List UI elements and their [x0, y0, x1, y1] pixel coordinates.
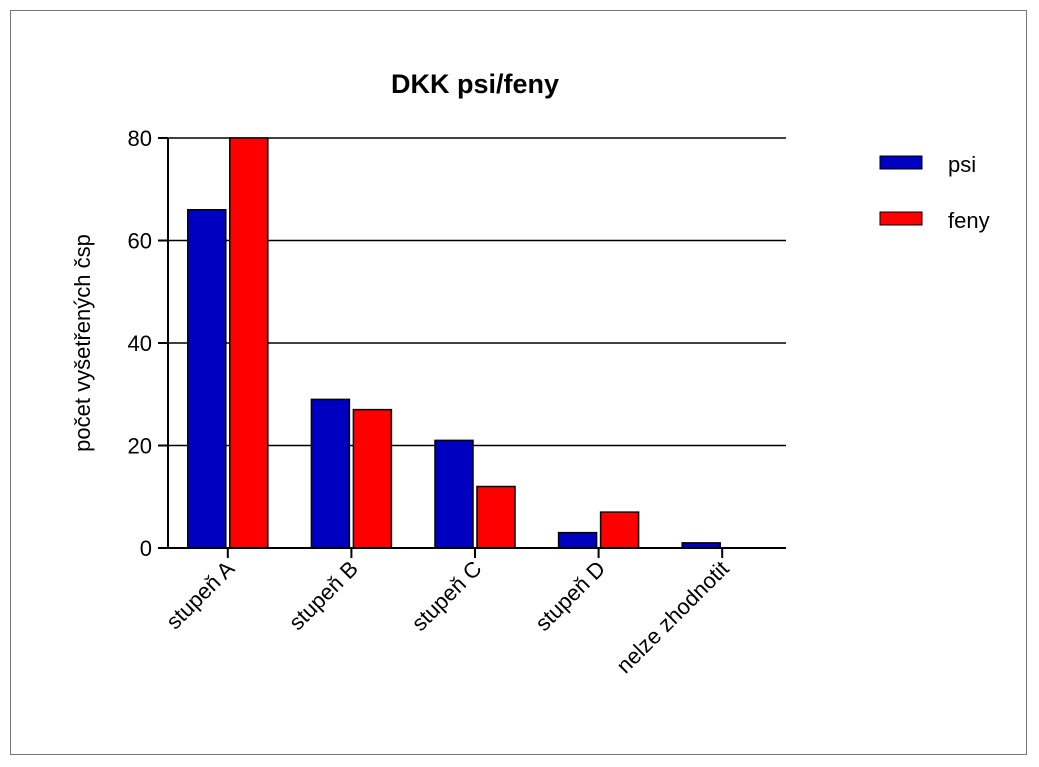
- bar-feny-3: [599, 511, 640, 549]
- bar-feny-0: [229, 137, 269, 549]
- y-tick-label: 0: [140, 536, 152, 561]
- y-ticks: 0 20 40 60 80: [128, 126, 168, 561]
- gridlines: [168, 137, 786, 447]
- x-tick-label: stupeň A: [161, 556, 239, 634]
- x-tick-label: stupeň C: [407, 556, 487, 636]
- bar-psi-3: [557, 531, 598, 549]
- y-axis-label: počet vyšetřených čsp: [70, 234, 95, 452]
- chart-title: DKK psi/feny: [391, 69, 559, 99]
- legend-swatch-feny: [879, 211, 923, 226]
- bar-psi-1: [310, 398, 351, 549]
- x-tick-label: nelze zhodnotit: [611, 556, 733, 678]
- x-tick-label: stupeň B: [284, 556, 363, 635]
- chart-frame: [10, 10, 1027, 755]
- y-tick-label: 60: [128, 229, 152, 254]
- legend-label-psi: psi: [948, 152, 976, 177]
- y-tick-label: 80: [128, 126, 152, 151]
- bar-feny-2: [476, 485, 516, 549]
- legend: psi feny: [879, 152, 990, 233]
- bar-feny-1: [352, 408, 393, 549]
- y-tick-label: 20: [128, 434, 152, 459]
- x-tick-label: stupeň D: [530, 556, 610, 636]
- legend-label-feny: feny: [948, 208, 990, 233]
- bar-psi-0: [187, 209, 227, 549]
- bar-psi-2: [434, 439, 474, 549]
- legend-swatch-psi: [879, 155, 923, 170]
- y-tick-label: 40: [128, 331, 152, 356]
